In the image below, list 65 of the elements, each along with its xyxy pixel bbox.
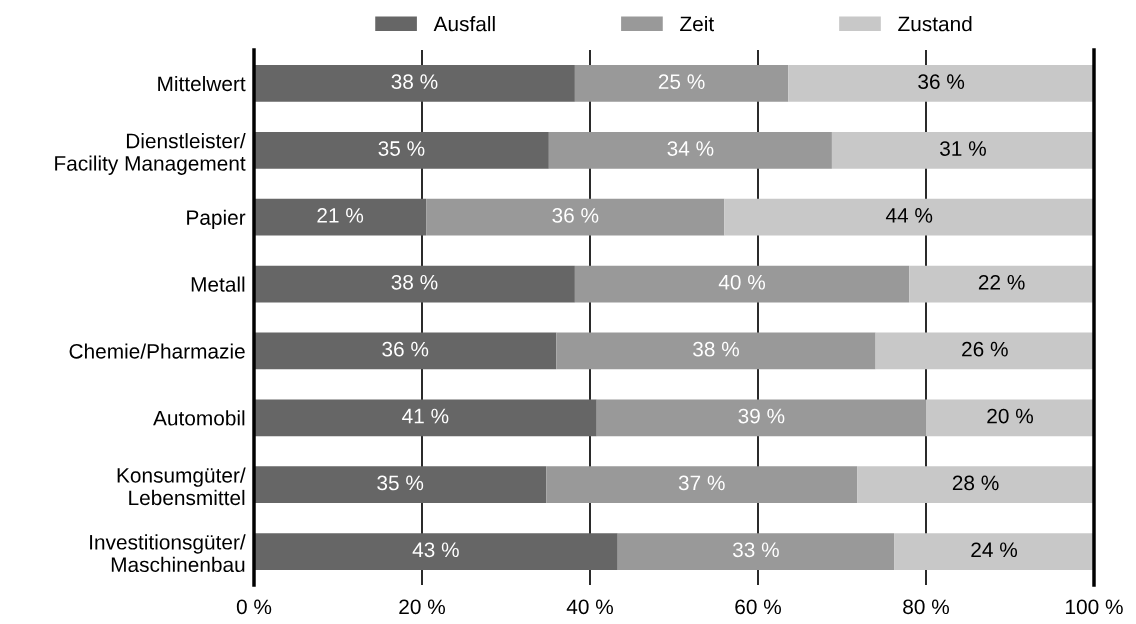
bar	[724, 198, 1094, 236]
data-label: 44 %	[885, 208, 933, 223]
y-tick-label: Chemie/Pharmazie	[69, 343, 245, 359]
bar	[894, 533, 1094, 570]
legend-label: Ausfall	[433, 16, 495, 32]
data-label: 35 %	[378, 141, 425, 156]
data-label: 21 %	[317, 208, 364, 223]
bar	[574, 65, 789, 102]
data-label: 39 %	[738, 408, 785, 424]
data-label: 31 %	[940, 141, 986, 156]
bar	[254, 533, 618, 570]
x-tick-label: 100 %	[1066, 599, 1123, 615]
bar	[617, 533, 895, 570]
data-label: 20 %	[987, 408, 1033, 424]
bar	[254, 198, 427, 236]
x-tick-label: 60 %	[735, 599, 781, 615]
legend-label: Zeit	[680, 16, 715, 32]
y-tick-label: Dienstleister/ Facility Management	[55, 133, 246, 175]
bar	[426, 198, 725, 236]
y-tick-label: Investitionsgüter/ Maschinenbau	[90, 534, 246, 573]
y-tick-label: Metall	[191, 276, 245, 292]
data-label: 28 %	[952, 475, 999, 491]
bar	[254, 265, 575, 303]
bar	[857, 466, 1094, 504]
y-tick-label: Automobil	[153, 410, 245, 426]
bar	[254, 399, 597, 437]
bar	[909, 265, 1094, 303]
bar	[556, 332, 876, 370]
y-tick-label: Konsumgüter/ Lebensmittel	[117, 467, 246, 506]
data-label: 38 %	[391, 74, 438, 90]
bar	[254, 466, 547, 504]
data-label: 38 %	[693, 341, 739, 357]
bar	[548, 131, 832, 169]
x-tick-label: 20 %	[399, 599, 445, 615]
bar	[788, 65, 1094, 102]
data-label: 24 %	[971, 542, 1018, 558]
x-tick-label: 0 %	[236, 599, 272, 615]
data-label: 33 %	[732, 542, 779, 558]
data-label: 35 %	[377, 475, 424, 491]
legend-label: Zustand	[898, 16, 972, 32]
data-label: 25 %	[658, 74, 705, 90]
data-label: 26 %	[962, 341, 1008, 357]
bar	[254, 332, 557, 370]
data-label: 41 %	[402, 408, 449, 424]
data-label: 37 %	[678, 475, 725, 491]
data-label: 38 %	[391, 274, 438, 290]
bar	[831, 131, 1094, 169]
bar	[875, 332, 1094, 370]
data-label: 36 %	[382, 341, 429, 357]
bar	[254, 65, 575, 102]
x-tick-label: 40 %	[566, 599, 613, 615]
data-label: 36 %	[552, 208, 599, 223]
data-label: 22 %	[978, 274, 1025, 290]
bar	[574, 265, 910, 303]
y-tick-label: Papier	[187, 209, 246, 230]
data-label: 34 %	[667, 141, 714, 156]
data-label: 36 %	[918, 74, 965, 90]
bar	[926, 399, 1094, 437]
data-label: 43 %	[412, 542, 459, 558]
y-tick-label: Mittelwert	[158, 75, 246, 92]
bar	[546, 466, 858, 504]
bar	[596, 399, 926, 437]
x-tick-label: 80 %	[903, 599, 949, 615]
data-label: 40 %	[718, 274, 766, 290]
bar	[254, 131, 549, 169]
